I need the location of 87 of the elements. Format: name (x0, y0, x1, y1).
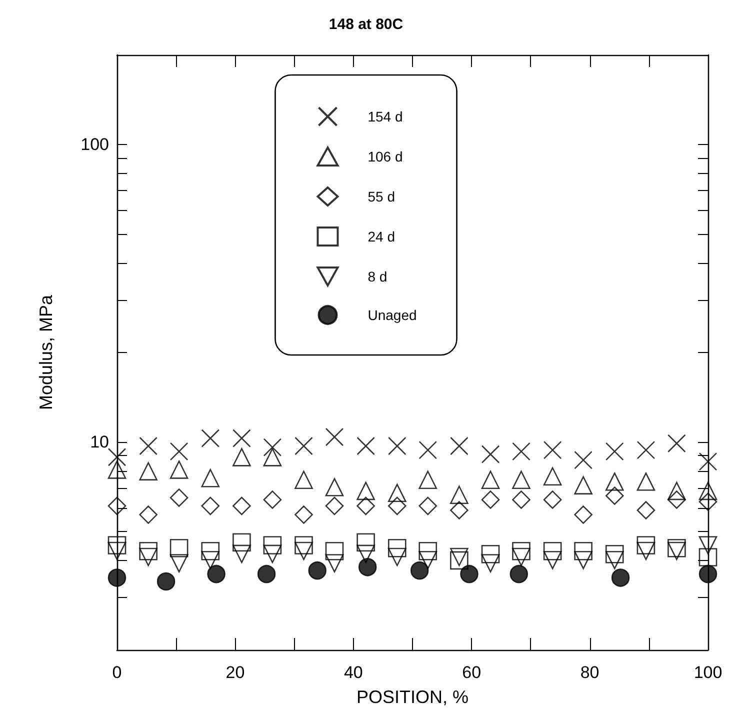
point (388, 538, 406, 558)
point (263, 536, 282, 554)
point (139, 506, 158, 524)
y-tick-label: 10 (90, 432, 109, 452)
point (308, 561, 326, 580)
point (543, 542, 562, 560)
point (512, 542, 530, 560)
point (108, 536, 126, 554)
point (170, 538, 188, 558)
chart-title: 148 at 80C (328, 16, 404, 33)
point (418, 440, 438, 460)
point (325, 428, 344, 446)
point (410, 561, 429, 580)
x-tick-label: 100 (694, 663, 722, 682)
point (636, 536, 656, 554)
point (294, 536, 313, 554)
point (232, 533, 251, 552)
point (139, 542, 158, 560)
legend-label: 55 d (368, 188, 395, 204)
y-axis-title: Modulus, MPa (36, 294, 56, 410)
point (512, 442, 530, 461)
point (510, 564, 528, 584)
point (356, 436, 375, 456)
legend-label: 106 d (368, 148, 403, 164)
point (698, 564, 718, 584)
point (481, 544, 500, 564)
point (388, 496, 406, 516)
point (294, 506, 313, 524)
point (325, 542, 344, 560)
point (294, 436, 313, 456)
point (263, 490, 282, 509)
point (605, 544, 624, 564)
point (574, 506, 592, 524)
point (108, 448, 126, 466)
point (418, 496, 438, 516)
point (668, 490, 686, 509)
point (574, 542, 592, 560)
point (543, 490, 562, 509)
point (257, 564, 276, 584)
point (388, 436, 406, 456)
point (450, 551, 468, 570)
point (460, 564, 478, 584)
point (170, 442, 188, 461)
x-tick-label: 0 (112, 663, 122, 682)
point (232, 429, 251, 448)
legend-label: 24 d (368, 228, 395, 244)
x-tick-label: 80 (580, 663, 600, 682)
point (108, 568, 126, 587)
legend-label: 8 d (368, 268, 388, 284)
point (574, 450, 592, 470)
point (450, 436, 468, 456)
point (170, 488, 188, 507)
point (358, 558, 377, 576)
point (418, 542, 438, 560)
point (543, 440, 562, 460)
point (605, 486, 624, 505)
point (356, 496, 375, 516)
x-tick-label: 20 (226, 663, 245, 682)
point (698, 452, 718, 471)
point (668, 434, 686, 453)
point (201, 542, 220, 560)
point (481, 490, 500, 509)
point (156, 572, 176, 591)
point (201, 429, 220, 448)
x-axis-title: POSITION, % (356, 687, 469, 707)
point (481, 445, 500, 464)
point (356, 533, 375, 552)
point (605, 442, 624, 461)
point (263, 438, 282, 456)
point (698, 492, 718, 511)
point (207, 564, 226, 584)
legend-label: 154 d (368, 108, 403, 124)
point (512, 490, 530, 509)
point (325, 496, 344, 516)
x-tick-label: 60 (462, 663, 482, 682)
legend-label: Unaged (368, 307, 417, 323)
point (698, 548, 718, 566)
point (636, 440, 656, 460)
x-tick-label: 40 (344, 663, 363, 682)
point (139, 436, 158, 456)
point (636, 501, 656, 520)
point (201, 496, 220, 516)
point (668, 538, 686, 558)
point (611, 568, 630, 587)
point (232, 496, 251, 516)
point (450, 501, 468, 520)
point (108, 496, 126, 516)
